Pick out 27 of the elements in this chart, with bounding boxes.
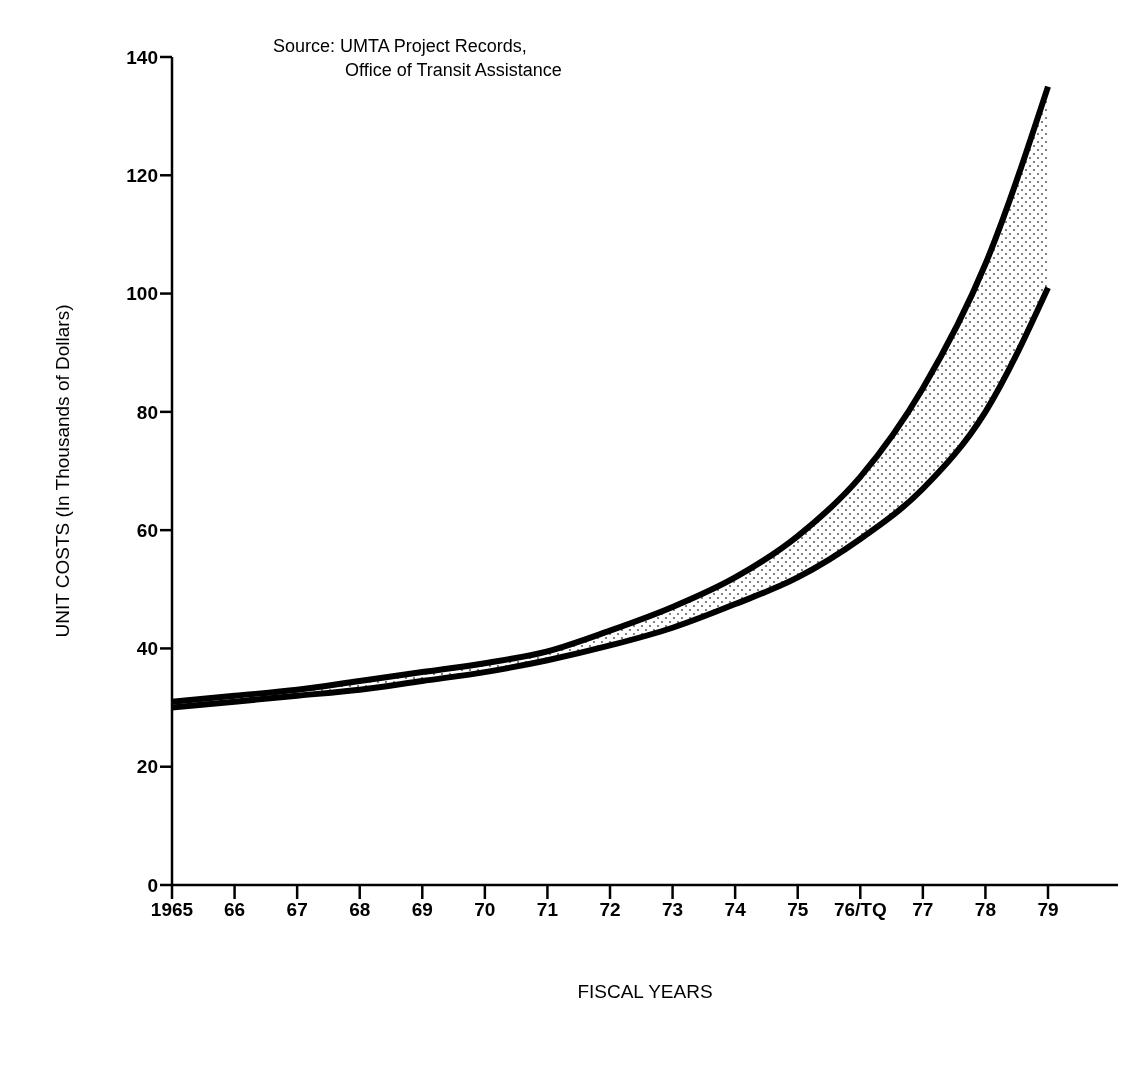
y-tick-label: 20 xyxy=(136,756,158,778)
x-axis-title: FISCAL YEARS xyxy=(577,981,713,1002)
y-tick-label: 60 xyxy=(136,519,158,541)
x-tick-label: 78 xyxy=(974,899,996,921)
y-tick-label: 0 xyxy=(147,874,158,896)
x-tick-label: 66 xyxy=(224,899,246,921)
y-tick-label: 100 xyxy=(126,283,158,305)
y-tick-label: 80 xyxy=(136,401,158,423)
x-tick-label: 1965 xyxy=(150,899,194,921)
x-tick-label: 72 xyxy=(599,899,621,921)
annotation: Office of Transit Assistance xyxy=(345,60,562,81)
source-note: Source: UMTA Project Records, xyxy=(273,36,527,57)
x-tick-label: 77 xyxy=(912,899,934,921)
x-tick-label: 69 xyxy=(411,899,433,921)
x-tick-label: 70 xyxy=(474,899,496,921)
y-axis-title: UNIT COSTS (In Thousands of Dollars) xyxy=(51,304,73,638)
x-tick-label: 71 xyxy=(536,899,559,921)
x-tick-label: 74 xyxy=(724,899,747,921)
x-tick-label: 68 xyxy=(349,899,371,921)
x-tick-label: 67 xyxy=(286,899,308,921)
x-tick-label: 73 xyxy=(662,899,684,921)
x-tick-label: 75 xyxy=(787,899,809,921)
x-tick-label: 76/TQ xyxy=(833,899,887,921)
y-tick-label: 120 xyxy=(126,165,158,187)
x-tick-label: 79 xyxy=(1037,899,1059,921)
y-tick-label: 140 xyxy=(126,46,158,68)
y-tick-label: 40 xyxy=(136,638,158,660)
